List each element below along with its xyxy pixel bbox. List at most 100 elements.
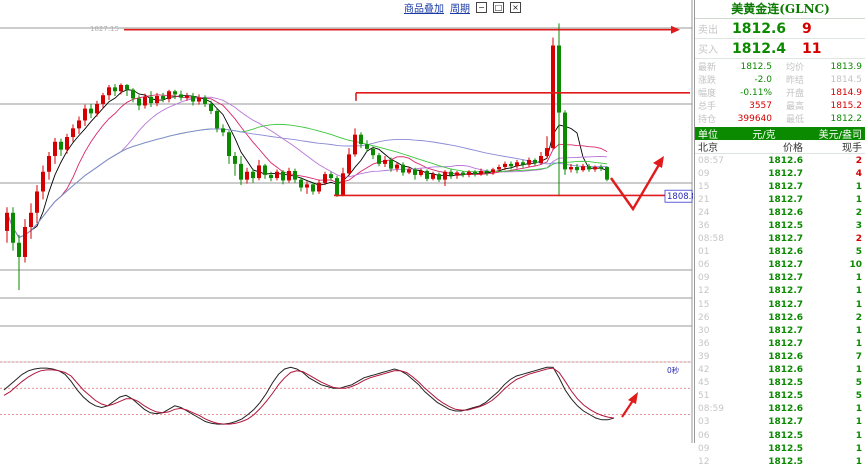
stat-row: 涨跌 -2.0 昨结 1814.5 xyxy=(695,73,865,87)
tick-price: 1812.7 xyxy=(768,325,803,336)
candle-body xyxy=(563,112,567,170)
tick-row[interactable]: 09 1812.7 1 xyxy=(695,272,865,285)
tick-volume: 7 xyxy=(855,351,862,362)
tick-row[interactable]: 08:58 1812.7 2 xyxy=(695,233,865,246)
candle-body xyxy=(557,45,561,113)
tick-row[interactable]: 08:59 1812.6 1 xyxy=(695,403,865,416)
stat-label: 幅度 xyxy=(698,89,717,99)
tick-price: 1812.6 xyxy=(768,365,803,376)
tick-price: 1812.6 xyxy=(768,404,803,415)
stat-value: 1812.5 xyxy=(740,61,773,72)
ask-volume: 9 xyxy=(802,20,812,37)
tick-price: 1812.7 xyxy=(768,417,803,428)
candle-body xyxy=(575,167,579,171)
indicator-label: 0秒 xyxy=(667,365,680,375)
tick-row[interactable]: 39 1812.6 7 xyxy=(695,350,865,363)
candle-body xyxy=(245,171,249,180)
tick-time: 45 xyxy=(698,378,710,389)
tick-row[interactable]: 36 1812.7 1 xyxy=(695,337,865,350)
candle-body xyxy=(293,170,297,180)
stat-label: 最新 xyxy=(698,63,717,73)
tick-volume: 1 xyxy=(855,443,862,454)
tick-row[interactable]: 06 1812.5 1 xyxy=(695,429,865,442)
bid-price: 1812.4 xyxy=(732,40,787,57)
unit-option-1[interactable]: 元/克 xyxy=(752,130,776,141)
tick-price: 1812.5 xyxy=(768,430,803,441)
candle-body xyxy=(473,171,477,175)
ask-label: 卖出 xyxy=(698,25,718,36)
candle-body xyxy=(263,165,267,175)
tick-price: 1812.7 xyxy=(768,299,803,310)
forecast-arrow xyxy=(610,162,662,212)
quote-panel: 美黄金连(GLNC) 卖出 1812.6 9 买入 1812.4 11 最新 18… xyxy=(694,0,865,467)
stats-grid: 最新 1812.5 均价 1813.9 涨跌 -2.0 昨结 1814.5 幅度 -0.11% 开盘… xyxy=(695,59,865,126)
candle-body xyxy=(329,174,333,179)
tick-price: 1812.6 xyxy=(768,155,803,166)
candle-body xyxy=(155,96,159,104)
candle-body xyxy=(47,155,51,172)
restore-icon[interactable]: □ xyxy=(493,1,504,13)
tick-row[interactable]: 36 1812.5 3 xyxy=(695,219,865,232)
tick-row[interactable]: 45 1812.5 5 xyxy=(695,377,865,390)
stat-label: 总手 xyxy=(698,102,717,112)
stat-label: 涨跌 xyxy=(698,76,717,86)
candle-body xyxy=(11,212,15,243)
tick-row[interactable]: 24 1812.6 2 xyxy=(695,206,865,219)
bid-volume: 11 xyxy=(802,40,822,57)
stat-label: 最高 xyxy=(786,102,805,112)
tick-row[interactable]: 09 1812.7 4 xyxy=(695,167,865,180)
candle-body xyxy=(479,170,483,175)
tick-volume: 1 xyxy=(855,181,862,192)
unit-option-2[interactable]: 美元/盎司 xyxy=(818,130,862,141)
tick-row[interactable]: 03 1812.7 1 xyxy=(695,416,865,429)
tick-row[interactable]: 15 1812.7 1 xyxy=(695,180,865,193)
tick-row[interactable]: 01 1812.6 5 xyxy=(695,246,865,259)
header-price: 价格 xyxy=(783,143,803,154)
candle-body xyxy=(113,87,117,92)
tick-row[interactable]: 12 1812.7 1 xyxy=(695,285,865,298)
candle-body xyxy=(551,45,555,149)
tick-time: 09 xyxy=(698,273,710,284)
candle-body xyxy=(17,242,21,257)
candle-body xyxy=(137,98,141,106)
tick-row[interactable]: 21 1812.7 1 xyxy=(695,193,865,206)
stat-value: 1814.5 xyxy=(830,74,863,85)
chart-toolbar: 商品叠加 周期 − □ × xyxy=(404,0,521,15)
tick-volume: 2 xyxy=(855,312,862,323)
stat-label: 昨结 xyxy=(786,76,805,86)
tick-row[interactable]: 12 1812.5 1 xyxy=(695,455,865,468)
period-link[interactable]: 周期 xyxy=(450,3,470,15)
tick-price: 1812.6 xyxy=(768,247,803,258)
tick-row[interactable]: 26 1812.6 2 xyxy=(695,311,865,324)
overlay-link[interactable]: 商品叠加 xyxy=(404,3,444,15)
tick-row[interactable]: 15 1812.7 1 xyxy=(695,298,865,311)
tick-table[interactable]: 08:57 1812.6 2 09 1812.7 4 15 1812.7 1 21 1812.7 1 2… xyxy=(695,154,865,468)
stat-value: 1813.9 xyxy=(830,61,863,72)
tick-time: 08:58 xyxy=(698,234,724,245)
chart-area[interactable]: 1827.15 1808.8 0秒 商品叠加 周期 − □ × xyxy=(0,0,693,443)
tick-row[interactable]: 42 1812.6 1 xyxy=(695,364,865,377)
candle-body xyxy=(353,134,357,155)
minimize-icon[interactable]: − xyxy=(476,1,487,13)
price-chart[interactable]: 1827.15 1808.8 0秒 xyxy=(0,0,693,443)
tick-row[interactable]: 09 1812.5 1 xyxy=(695,442,865,455)
candle-body xyxy=(371,148,375,156)
panel-title: 美黄金连(GLNC) xyxy=(695,0,865,19)
tick-row[interactable]: 51 1812.5 5 xyxy=(695,390,865,403)
candle-body xyxy=(251,171,255,179)
tick-time: 09 xyxy=(698,168,710,179)
tick-time: 36 xyxy=(698,221,710,232)
tick-row[interactable]: 08:57 1812.6 2 xyxy=(695,154,865,167)
tick-row[interactable]: 06 1812.7 10 xyxy=(695,259,865,272)
tick-price: 1812.5 xyxy=(768,391,803,402)
unit-bar: 单位 元/克 美元/盎司 xyxy=(695,127,865,141)
tick-volume: 1 xyxy=(855,430,862,441)
candle-body xyxy=(569,167,573,170)
tick-price: 1812.6 xyxy=(768,351,803,362)
tick-row[interactable]: 30 1812.7 1 xyxy=(695,324,865,337)
close-icon[interactable]: × xyxy=(510,1,521,13)
chart-header-label: 1827.15 xyxy=(90,25,119,33)
tick-price: 1812.7 xyxy=(768,286,803,297)
candle-body xyxy=(191,96,195,102)
tick-volume: 1 xyxy=(855,273,862,284)
